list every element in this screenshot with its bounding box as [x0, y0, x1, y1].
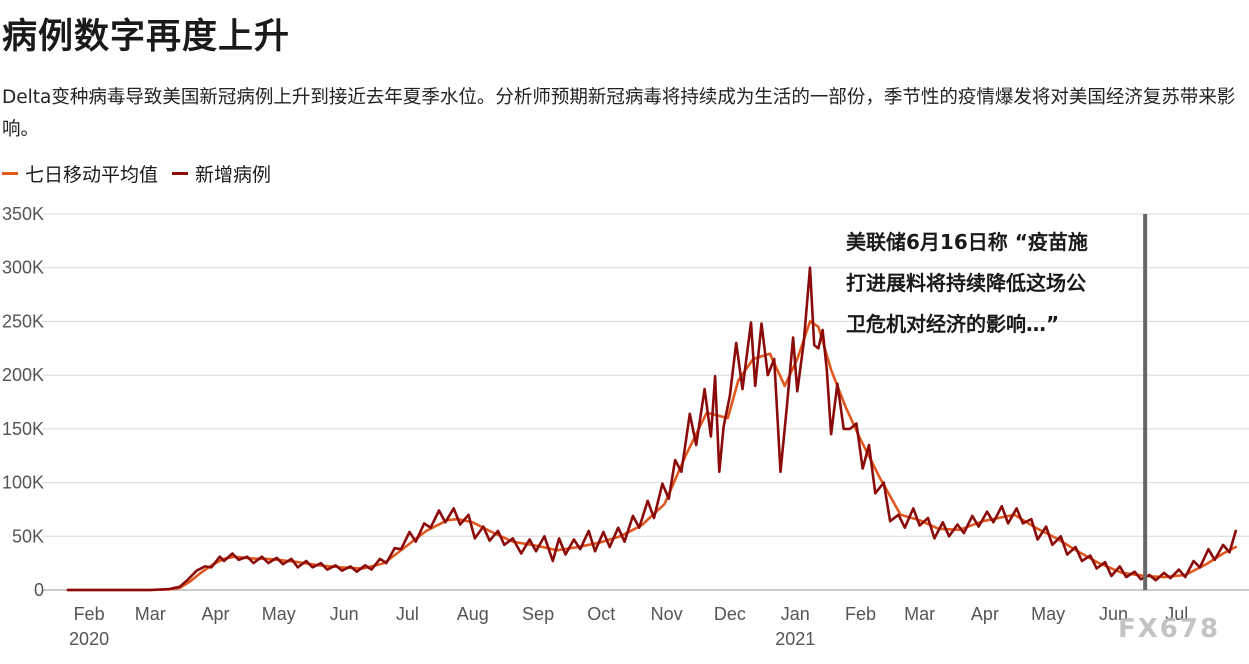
x-tick-label: Apr — [971, 604, 999, 624]
page-title: 病例数字再度上升 — [2, 17, 291, 57]
chart-subtitle: Delta变种病毒导致美国新冠病例上升到接近去年夏季水位。分析师预期新冠病毒将持… — [2, 87, 1236, 140]
y-tick-label: 200K — [2, 365, 44, 385]
x-tick-label: Aug — [457, 604, 489, 624]
x-tick-year: 2021 — [775, 629, 815, 649]
chart-legend: 七日移动平均值 新增病例 — [2, 160, 285, 187]
y-tick-label: 50K — [12, 526, 44, 546]
x-tick-label: Oct — [587, 604, 615, 624]
y-tick-label: 300K — [2, 258, 44, 278]
x-tick-year: 2020 — [69, 629, 109, 649]
y-tick-label: 0 — [34, 580, 44, 600]
x-tick-label: Feb — [74, 604, 105, 624]
x-tick-label: Mar — [135, 604, 166, 624]
x-tick-label: Jul — [396, 604, 419, 624]
x-tick-label: Apr — [202, 604, 230, 624]
x-tick-label: Feb — [845, 604, 876, 624]
y-tick-label: 100K — [2, 473, 44, 493]
series-line-daily — [66, 266, 1238, 592]
series-line-average — [66, 320, 1238, 592]
legend-item-average: 七日移动平均值 — [2, 160, 158, 187]
y-tick-label: 150K — [2, 419, 44, 439]
x-tick-label: May — [262, 604, 296, 624]
legend-item-daily: 新增病例 — [172, 160, 271, 187]
legend-label-average: 七日移动平均值 — [25, 164, 159, 186]
annotation-text-line: 美联储6月16日称 “疫苗施 — [846, 230, 1088, 254]
x-tick-label: Jun — [330, 604, 359, 624]
y-tick-label: 350K — [2, 204, 44, 224]
y-tick-label: 250K — [2, 311, 44, 331]
legend-swatch-daily — [172, 172, 189, 175]
x-tick-label: Sep — [522, 604, 554, 624]
x-tick-label: May — [1031, 604, 1065, 624]
watermark: FX678 — [1118, 614, 1221, 644]
legend-swatch-average — [2, 172, 18, 175]
x-tick-label: Jun — [1099, 604, 1128, 624]
x-tick-label: Jul — [1165, 604, 1188, 624]
annotation-text-line: 卫危机对经济的影响…” — [846, 312, 1059, 336]
x-tick-label: Nov — [651, 604, 683, 624]
x-tick-label: Jan — [781, 604, 810, 624]
annotation-text-line: 打进展料将持续降低这场公 — [846, 271, 1086, 295]
legend-label-daily: 新增病例 — [195, 164, 272, 186]
x-tick-label: Mar — [904, 604, 935, 624]
x-tick-label: Dec — [714, 604, 746, 624]
